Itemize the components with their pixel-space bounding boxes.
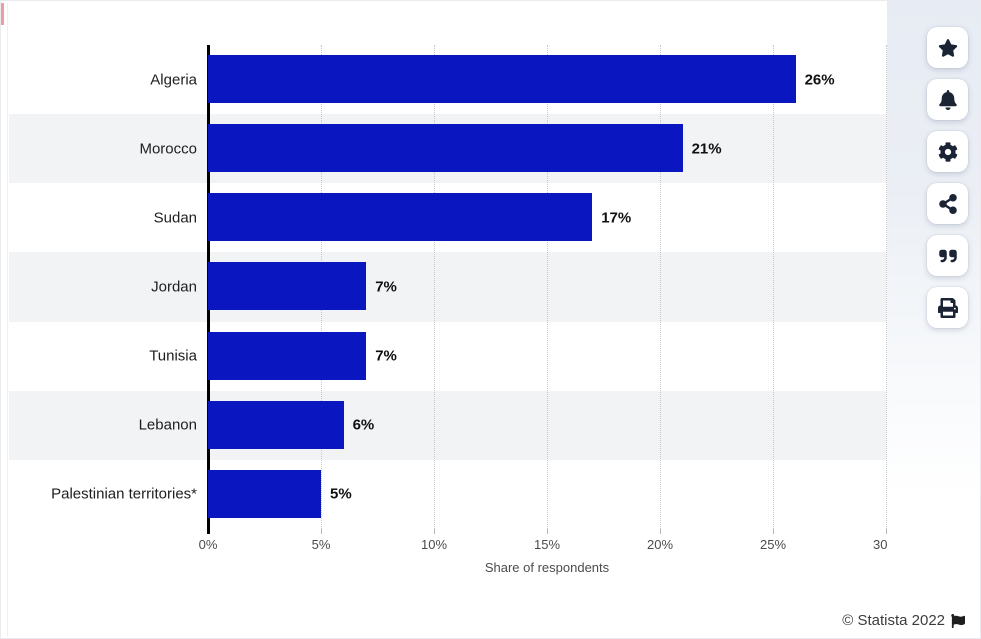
x-tick-label: 15% <box>533 537 561 552</box>
cite-button[interactable] <box>927 235 968 276</box>
x-tick-label: 20% <box>646 537 674 552</box>
row-stripe <box>9 252 886 322</box>
copyright-text: © Statista 2022 <box>842 612 945 629</box>
bar[interactable] <box>208 193 593 242</box>
value-label: 17% <box>601 209 632 227</box>
value-label: 5% <box>329 485 352 503</box>
x-tick-mark <box>547 529 548 534</box>
category-label: Morocco <box>139 140 197 158</box>
bar-row: 7% <box>208 252 886 321</box>
bar[interactable] <box>208 469 321 518</box>
x-tick-mark <box>886 529 887 534</box>
share-icon <box>938 193 957 214</box>
favorite-button[interactable] <box>927 27 968 68</box>
category-label: Palestinian territories* <box>51 485 197 503</box>
star-icon <box>938 38 957 57</box>
bar[interactable] <box>208 400 344 449</box>
value-label: 6% <box>352 416 375 434</box>
x-gridline <box>886 45 887 529</box>
value-label: 21% <box>691 140 722 158</box>
category-label: Jordan <box>151 278 197 296</box>
bar[interactable] <box>208 262 367 311</box>
x-tick-mark <box>321 529 322 534</box>
card-left-edge <box>7 3 8 636</box>
copyright: © Statista 2022 <box>842 612 965 629</box>
category-label: Sudan <box>153 209 197 227</box>
category-label: Algeria <box>150 71 197 89</box>
bar[interactable] <box>208 124 683 173</box>
category-label: Tunisia <box>149 347 197 365</box>
bar-row: 17% <box>208 183 886 252</box>
x-tick-label: 25% <box>759 537 787 552</box>
action-toolbar <box>887 1 980 638</box>
x-tick-label: 5% <box>311 537 331 552</box>
bar-row: 21% <box>208 114 886 183</box>
x-gridline <box>773 45 774 529</box>
x-gridline <box>547 45 548 529</box>
row-stripe <box>9 390 886 460</box>
gear-icon <box>938 141 957 162</box>
value-label: 26% <box>804 71 835 89</box>
settings-button[interactable] <box>927 131 968 172</box>
page-edge-marker <box>1 3 4 25</box>
value-label: 7% <box>375 347 397 365</box>
bar-row: 6% <box>208 391 886 460</box>
x-gridline <box>434 45 435 529</box>
x-gridline <box>660 45 661 529</box>
notifications-button[interactable] <box>927 79 968 120</box>
flag-icon[interactable] <box>951 613 965 628</box>
x-tick-label: 0% <box>198 537 218 552</box>
bar-row: 5% <box>208 460 886 529</box>
x-tick-label: 10% <box>420 537 448 552</box>
value-label: 7% <box>375 278 397 296</box>
x-axis-title: Share of respondents <box>484 560 610 575</box>
bar[interactable] <box>208 331 367 380</box>
bar-row: 26% <box>208 45 886 114</box>
share-button[interactable] <box>927 183 968 224</box>
category-label: Lebanon <box>138 416 197 434</box>
print-icon <box>937 297 958 318</box>
print-button[interactable] <box>927 287 968 328</box>
bar-row: 7% <box>208 322 886 391</box>
quote-icon <box>938 249 957 262</box>
x-tick-mark <box>434 529 435 534</box>
x-tick-mark <box>660 529 661 534</box>
category-axis: Algeria Morocco Sudan Jordan Tunisia Lebanon P… <box>9 45 197 529</box>
bell-icon <box>938 89 957 110</box>
plot-area: Share of respondents 26% 21% 17% 7% 7% 6% 5% 0%… <box>199 45 899 575</box>
x-tick-mark <box>773 529 774 534</box>
bar[interactable] <box>208 55 796 103</box>
